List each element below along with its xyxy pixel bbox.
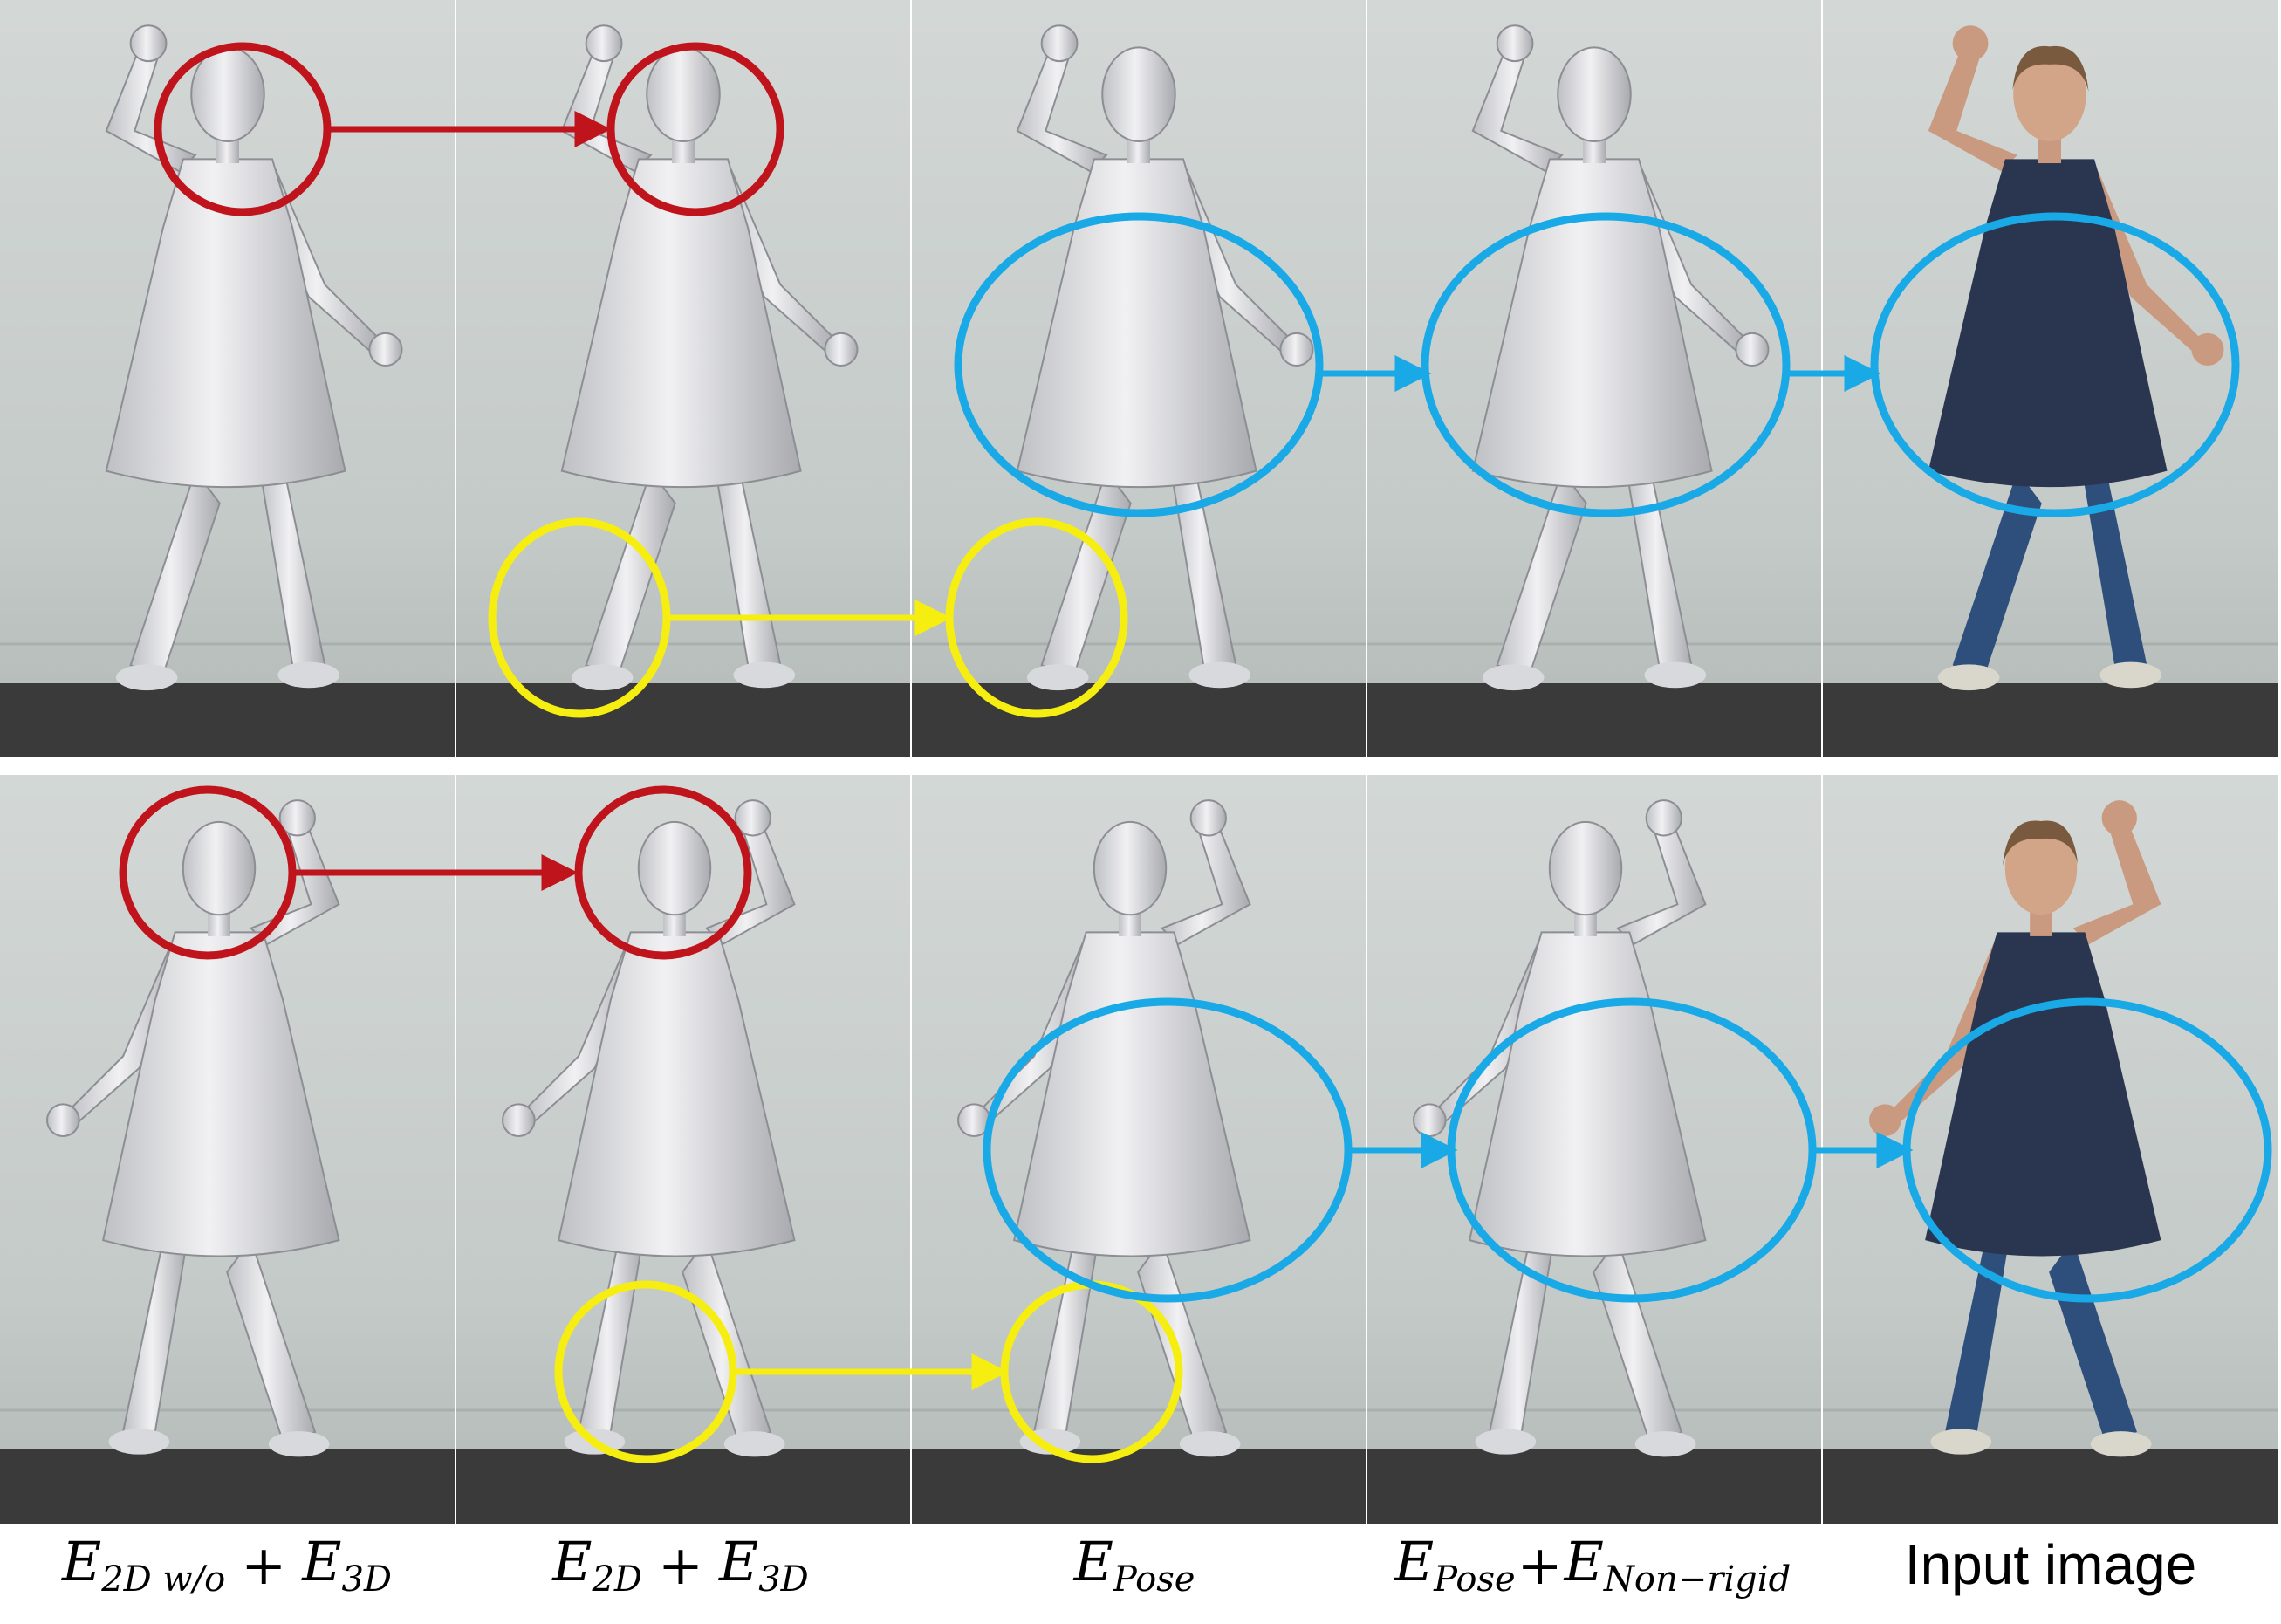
right-shoe bbox=[2099, 661, 2162, 689]
raised-fist bbox=[278, 799, 316, 837]
blue-ellipse-r2-c3 bbox=[983, 997, 1353, 1303]
right-shoe bbox=[1475, 1429, 1537, 1455]
panel-r2-c1 bbox=[0, 775, 456, 1524]
lower-fist bbox=[502, 1103, 536, 1138]
right-shoe bbox=[1930, 1429, 1992, 1455]
lower-fist bbox=[46, 1103, 80, 1138]
blue-ellipse-r1-c3 bbox=[954, 212, 1324, 517]
head bbox=[182, 820, 257, 916]
panel-r1-c5 bbox=[1822, 0, 2278, 757]
panel-r1-c2 bbox=[456, 0, 911, 757]
yellow-circle-r1-c2 bbox=[488, 517, 671, 718]
head bbox=[1093, 820, 1168, 916]
dress bbox=[1925, 932, 2161, 1257]
floor bbox=[1822, 1449, 2278, 1524]
left-shoe bbox=[2090, 1431, 2152, 1457]
head bbox=[190, 46, 265, 142]
panel-r2-c2 bbox=[456, 775, 911, 1524]
dress bbox=[1928, 159, 2168, 488]
floor bbox=[911, 1449, 1367, 1524]
left-leg bbox=[2049, 1240, 2137, 1442]
dress bbox=[101, 931, 340, 1257]
left-shoe bbox=[1179, 1431, 1241, 1457]
red-circle-r2-c2 bbox=[574, 785, 752, 960]
dress bbox=[557, 931, 796, 1257]
floor bbox=[1367, 683, 1822, 757]
dress bbox=[560, 158, 802, 489]
yellow-circle-r2-c2 bbox=[554, 1280, 737, 1463]
left-shoe bbox=[723, 1431, 785, 1457]
raised-fist bbox=[2101, 800, 2137, 836]
lower-fist bbox=[1413, 1103, 1447, 1138]
right-shoe bbox=[277, 661, 340, 689]
lower-fist bbox=[1279, 332, 1314, 367]
panel-r1-c4 bbox=[1367, 0, 1822, 757]
head bbox=[1548, 820, 1623, 916]
lower-fist bbox=[2191, 332, 2224, 366]
right-shoe bbox=[108, 1429, 170, 1455]
left-shoe bbox=[1937, 664, 2000, 691]
dress bbox=[1468, 931, 1707, 1257]
lower-fist bbox=[368, 332, 403, 367]
left-shoe bbox=[1634, 1431, 1696, 1457]
floor bbox=[1822, 683, 2278, 757]
red-circle-r2-c1 bbox=[119, 785, 297, 960]
left-shoe bbox=[571, 664, 634, 691]
floor bbox=[0, 1449, 456, 1524]
lower-fist bbox=[1735, 332, 1770, 367]
raised-fist bbox=[585, 24, 623, 63]
lower-arm bbox=[1888, 944, 2005, 1124]
left-shoe bbox=[268, 1431, 330, 1457]
panel-r2-c3 bbox=[911, 775, 1367, 1524]
hair bbox=[2003, 820, 2079, 867]
raised-fist bbox=[1496, 24, 1534, 63]
caption-e2d-wo-plus-e3d: E2D w/o + E3D bbox=[61, 1530, 393, 1600]
raised-fist bbox=[1645, 799, 1682, 837]
dress bbox=[105, 158, 346, 489]
red-circle-r1-c1 bbox=[154, 42, 332, 216]
lower-arm bbox=[2086, 171, 2204, 353]
head bbox=[1557, 46, 1632, 142]
caption-epose-plus-enonrigid: EPose + ENon−rigid bbox=[1394, 1530, 1791, 1600]
panel-r1-c3 bbox=[911, 0, 1367, 757]
right-shoe bbox=[1644, 661, 1707, 689]
caption-e2d-plus-e3d: E2D + E3D bbox=[552, 1530, 809, 1600]
hair bbox=[2012, 45, 2089, 93]
raised-fist bbox=[1040, 24, 1079, 63]
row-gap bbox=[0, 757, 2281, 775]
head bbox=[1101, 46, 1176, 142]
caption-input-image: Input image bbox=[1904, 1533, 2197, 1596]
left-leg bbox=[1952, 470, 2042, 675]
raised-fist bbox=[734, 799, 771, 837]
raised-fist bbox=[1189, 799, 1227, 837]
head bbox=[637, 820, 712, 916]
floor bbox=[456, 1449, 911, 1524]
floor bbox=[0, 683, 456, 757]
lower-fist bbox=[824, 332, 859, 367]
raised-arm bbox=[2072, 824, 2161, 945]
left-shoe bbox=[1482, 664, 1545, 691]
lower-fist bbox=[1869, 1104, 1901, 1136]
left-shoe bbox=[1026, 664, 1089, 691]
raised-arm bbox=[1928, 50, 2017, 172]
right-leg bbox=[1945, 1240, 2010, 1433]
head bbox=[2013, 47, 2086, 141]
right-shoe bbox=[1188, 661, 1251, 689]
raised-fist bbox=[1952, 25, 1989, 62]
right-leg bbox=[2082, 470, 2147, 666]
panel-r1-c1 bbox=[0, 0, 456, 757]
left-shoe bbox=[115, 664, 178, 691]
dress bbox=[1012, 931, 1251, 1257]
right-shoe bbox=[733, 661, 796, 689]
caption-epose: EPose bbox=[1073, 1530, 1195, 1600]
floor bbox=[1367, 1449, 1822, 1524]
raised-fist bbox=[129, 24, 168, 63]
dress bbox=[1016, 158, 1257, 489]
head bbox=[2004, 821, 2078, 915]
head bbox=[646, 46, 721, 142]
